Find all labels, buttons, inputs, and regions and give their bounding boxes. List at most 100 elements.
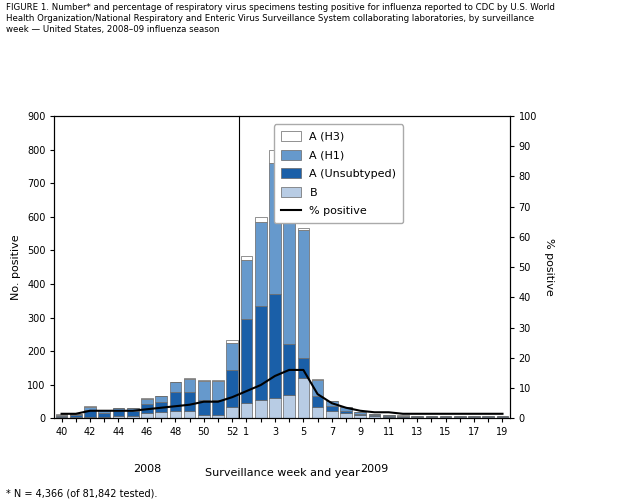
Bar [141,399,153,404]
Bar [169,393,181,411]
Text: 2008: 2008 [133,464,161,474]
Bar [269,398,281,418]
Bar [240,261,253,319]
Bar [297,230,309,358]
Bar [240,257,253,261]
Bar [440,416,451,417]
Bar [269,294,281,398]
Bar [340,411,352,413]
Bar [340,407,352,411]
Bar [155,402,167,412]
Bar [283,203,295,344]
Bar [113,411,124,416]
Bar [297,228,309,230]
Bar [369,414,380,415]
Bar [240,319,253,403]
Bar [383,417,395,418]
Bar [113,416,124,418]
Bar [326,411,338,418]
Bar [269,150,281,163]
Text: 2009: 2009 [360,464,388,474]
Bar [383,415,395,416]
Bar [497,417,508,418]
Text: * N = 4,366 (of 81,842 tested).: * N = 4,366 (of 81,842 tested). [6,489,158,499]
Bar [184,411,196,418]
Bar [212,382,224,400]
Bar [283,344,295,395]
Bar [226,369,238,407]
Bar [198,380,210,382]
Bar [84,417,96,418]
Bar [326,406,338,411]
Bar [169,383,181,393]
Bar [383,416,395,417]
Bar [397,416,409,417]
Bar [426,416,437,417]
Bar [369,416,380,418]
Bar [468,417,480,418]
Bar [397,417,409,418]
Bar [155,396,167,397]
Bar [198,400,210,415]
Bar [369,415,380,416]
Legend: A (H3), A (H1), A (Unsubtyped), B, % positive: A (H3), A (H1), A (Unsubtyped), B, % pos… [274,124,403,223]
Bar [155,412,167,418]
Y-axis label: % positive: % positive [544,238,554,296]
Bar [283,395,295,418]
Bar [255,217,267,222]
Bar [99,410,110,413]
Bar [56,416,67,417]
Y-axis label: No. positive: No. positive [12,234,21,300]
Bar [340,413,352,418]
Bar [354,415,366,418]
Bar [70,415,81,417]
Bar [84,410,96,417]
Bar [255,222,267,306]
Bar [326,401,338,406]
X-axis label: Surveillance week and year: Surveillance week and year [204,468,360,478]
Bar [297,378,309,418]
Bar [354,414,366,415]
Bar [412,417,423,418]
Bar [483,417,494,418]
Bar [84,406,96,407]
Bar [113,408,124,411]
Bar [440,417,451,418]
Bar [354,412,366,414]
Bar [56,415,67,416]
Bar [283,193,295,203]
Bar [70,414,81,415]
Bar [454,416,465,417]
Bar [312,379,324,380]
Bar [226,343,238,369]
Bar [312,407,324,418]
Bar [483,416,494,417]
Bar [212,415,224,418]
Bar [412,416,423,417]
Bar [269,163,281,294]
Bar [426,417,437,418]
Bar [454,417,465,418]
Bar [255,306,267,400]
Bar [297,358,309,378]
Bar [497,416,508,417]
Bar [184,378,196,379]
Bar [99,417,110,418]
Bar [240,403,253,418]
Bar [226,340,238,343]
Bar [169,382,181,383]
Bar [141,404,153,413]
Bar [127,411,138,416]
Bar [141,398,153,399]
Bar [127,408,138,411]
Text: FIGURE 1. Number* and percentage of respiratory virus specimens testing positive: FIGURE 1. Number* and percentage of resp… [6,3,555,34]
Bar [99,413,110,417]
Bar [127,416,138,418]
Bar [184,379,196,393]
Bar [184,393,196,411]
Bar [198,415,210,418]
Bar [255,400,267,418]
Bar [212,380,224,382]
Bar [155,397,167,402]
Bar [70,417,81,418]
